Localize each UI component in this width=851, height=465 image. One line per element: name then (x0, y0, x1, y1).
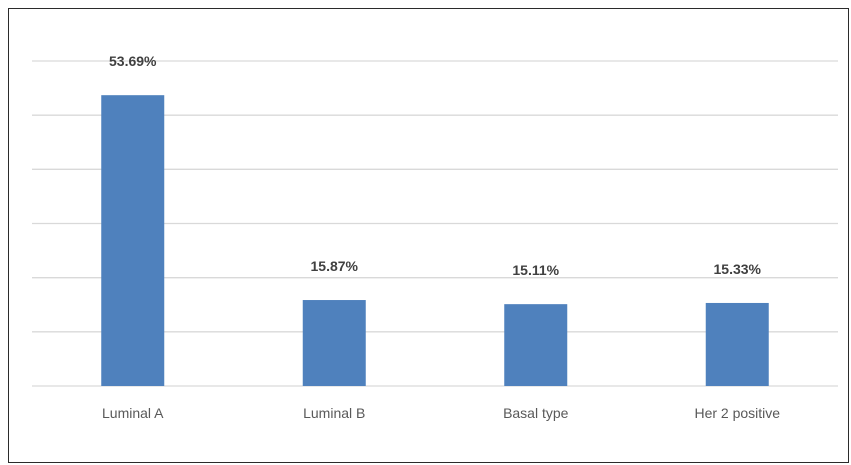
value-labels: 53.69% 15.87% 15.11% 15.33% (109, 53, 762, 278)
bar-luminal-b (302, 300, 366, 386)
data-label: 15.87% (311, 258, 359, 274)
bar-basal-type (504, 304, 568, 386)
data-label: 53.69% (109, 53, 157, 69)
category-tick-label: Basal type (503, 405, 569, 421)
category-tick-label: Luminal B (303, 405, 365, 421)
bar-her-2-positive (705, 302, 769, 386)
category-labels: Luminal A Luminal B Basal type Her 2 positi… (102, 405, 780, 421)
gridlines (32, 60, 838, 387)
category-tick-label: Her 2 positive (694, 405, 780, 421)
bar-luminal-a (101, 95, 165, 386)
bars (101, 95, 769, 386)
data-label: 15.33% (714, 261, 762, 277)
category-tick-label: Luminal A (102, 405, 164, 421)
data-label: 15.11% (512, 262, 559, 278)
